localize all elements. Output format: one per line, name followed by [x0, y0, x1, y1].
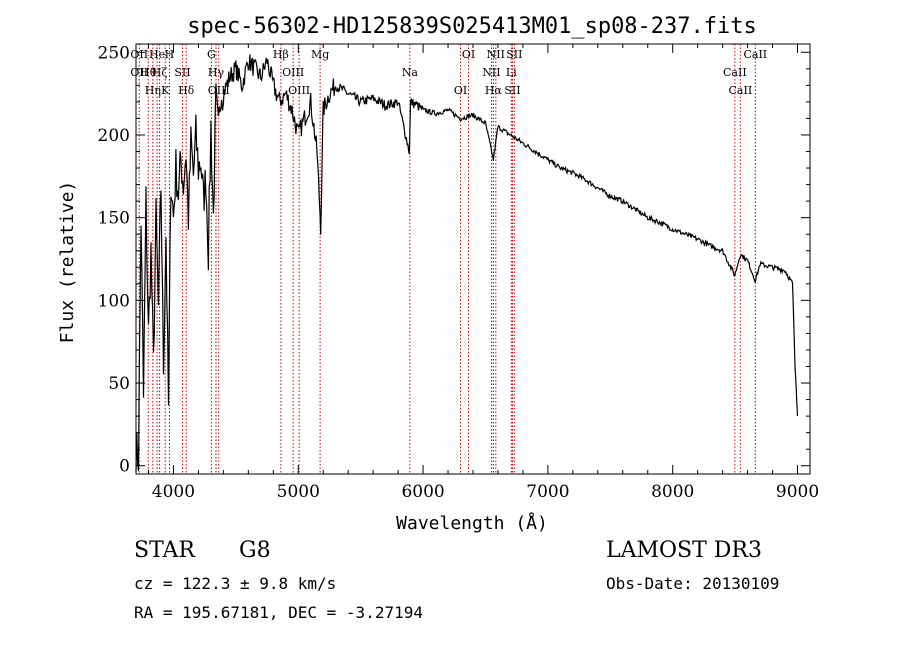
line-label: Hγ [208, 66, 225, 79]
x-tick-label: 4000 [152, 482, 195, 502]
line-label: CaⅠⅠ [729, 84, 753, 97]
line-label: K [161, 84, 170, 97]
x-tick-label: 9000 [776, 482, 819, 502]
y-tick-label: 50 [108, 374, 130, 394]
line-label: OⅠ [454, 84, 467, 97]
line-label: CaⅠⅠ [743, 48, 767, 61]
x-axis-label: Wavelength (Å) [396, 512, 548, 534]
line-label: OⅠⅠ [130, 66, 148, 79]
line-label: Mg [311, 48, 329, 61]
redshift-cz: cz = 122.3 ± 9.8 km/s [134, 574, 337, 593]
line-label: SⅠⅠ [174, 66, 190, 79]
line-label: H [165, 48, 175, 61]
line-label: He [149, 48, 165, 61]
spectral-line-labels: OⅠⅠOⅠⅠHθHηHeHζKHSⅠⅠHδGHγOⅠⅠⅠHβOⅠⅠⅠOⅠⅠⅠMg… [130, 48, 767, 97]
y-axis: 0 50 100 150 200 250 [98, 43, 810, 477]
x-tick-label: 5000 [277, 482, 320, 502]
line-label: G [207, 48, 216, 61]
line-label: OⅠⅠⅠ [208, 84, 230, 97]
x-tick-label: 7000 [526, 482, 569, 502]
line-label: NⅠⅠ [482, 66, 500, 79]
y-tick-label: 0 [119, 457, 130, 477]
line-label: Hη [145, 84, 161, 97]
line-label: Hθ [140, 66, 157, 79]
line-label: OⅠⅠ [130, 48, 148, 61]
line-label: Hζ [152, 66, 168, 79]
x-axis: 4000 5000 6000 7000 8000 9000 [147, 44, 819, 502]
obs-date: Obs-Date: 20130109 [606, 574, 780, 593]
line-label: NⅠⅠ [487, 48, 505, 61]
line-label: Hδ [178, 84, 195, 97]
plot-frame [135, 43, 811, 475]
line-label: Li [506, 66, 517, 79]
chart-title: spec-56302-HD125839S025413M01_sp08-237.f… [187, 14, 757, 39]
object-subclass: G8 [239, 538, 271, 563]
survey-name: LAMOST DR3 [606, 538, 762, 563]
y-tick-label: 250 [98, 43, 130, 63]
object-class: STAR [134, 538, 195, 563]
line-label: CaⅠⅠ [723, 66, 747, 79]
x-tick-label: 8000 [651, 482, 694, 502]
y-tick-label: 200 [98, 126, 130, 146]
line-label: SⅠⅠ [506, 48, 522, 61]
flux-series-line [135, 54, 799, 473]
line-label: Na [402, 66, 419, 79]
y-axis-label: Flux (relative) [57, 181, 78, 344]
line-label: SⅠⅠ [504, 84, 520, 97]
y-tick-label: 100 [98, 291, 130, 311]
y-tick-label: 150 [98, 209, 130, 229]
line-label: OⅠⅠⅠ [288, 84, 310, 97]
line-label: OⅠ [462, 48, 475, 61]
x-tick-label: 6000 [401, 482, 444, 502]
line-label: Hα [485, 84, 503, 97]
line-label: OⅠⅠⅠ [282, 66, 304, 79]
line-label: Hβ [273, 48, 289, 61]
coordinates: RA = 195.67181, DEC = -3.27194 [134, 603, 423, 622]
